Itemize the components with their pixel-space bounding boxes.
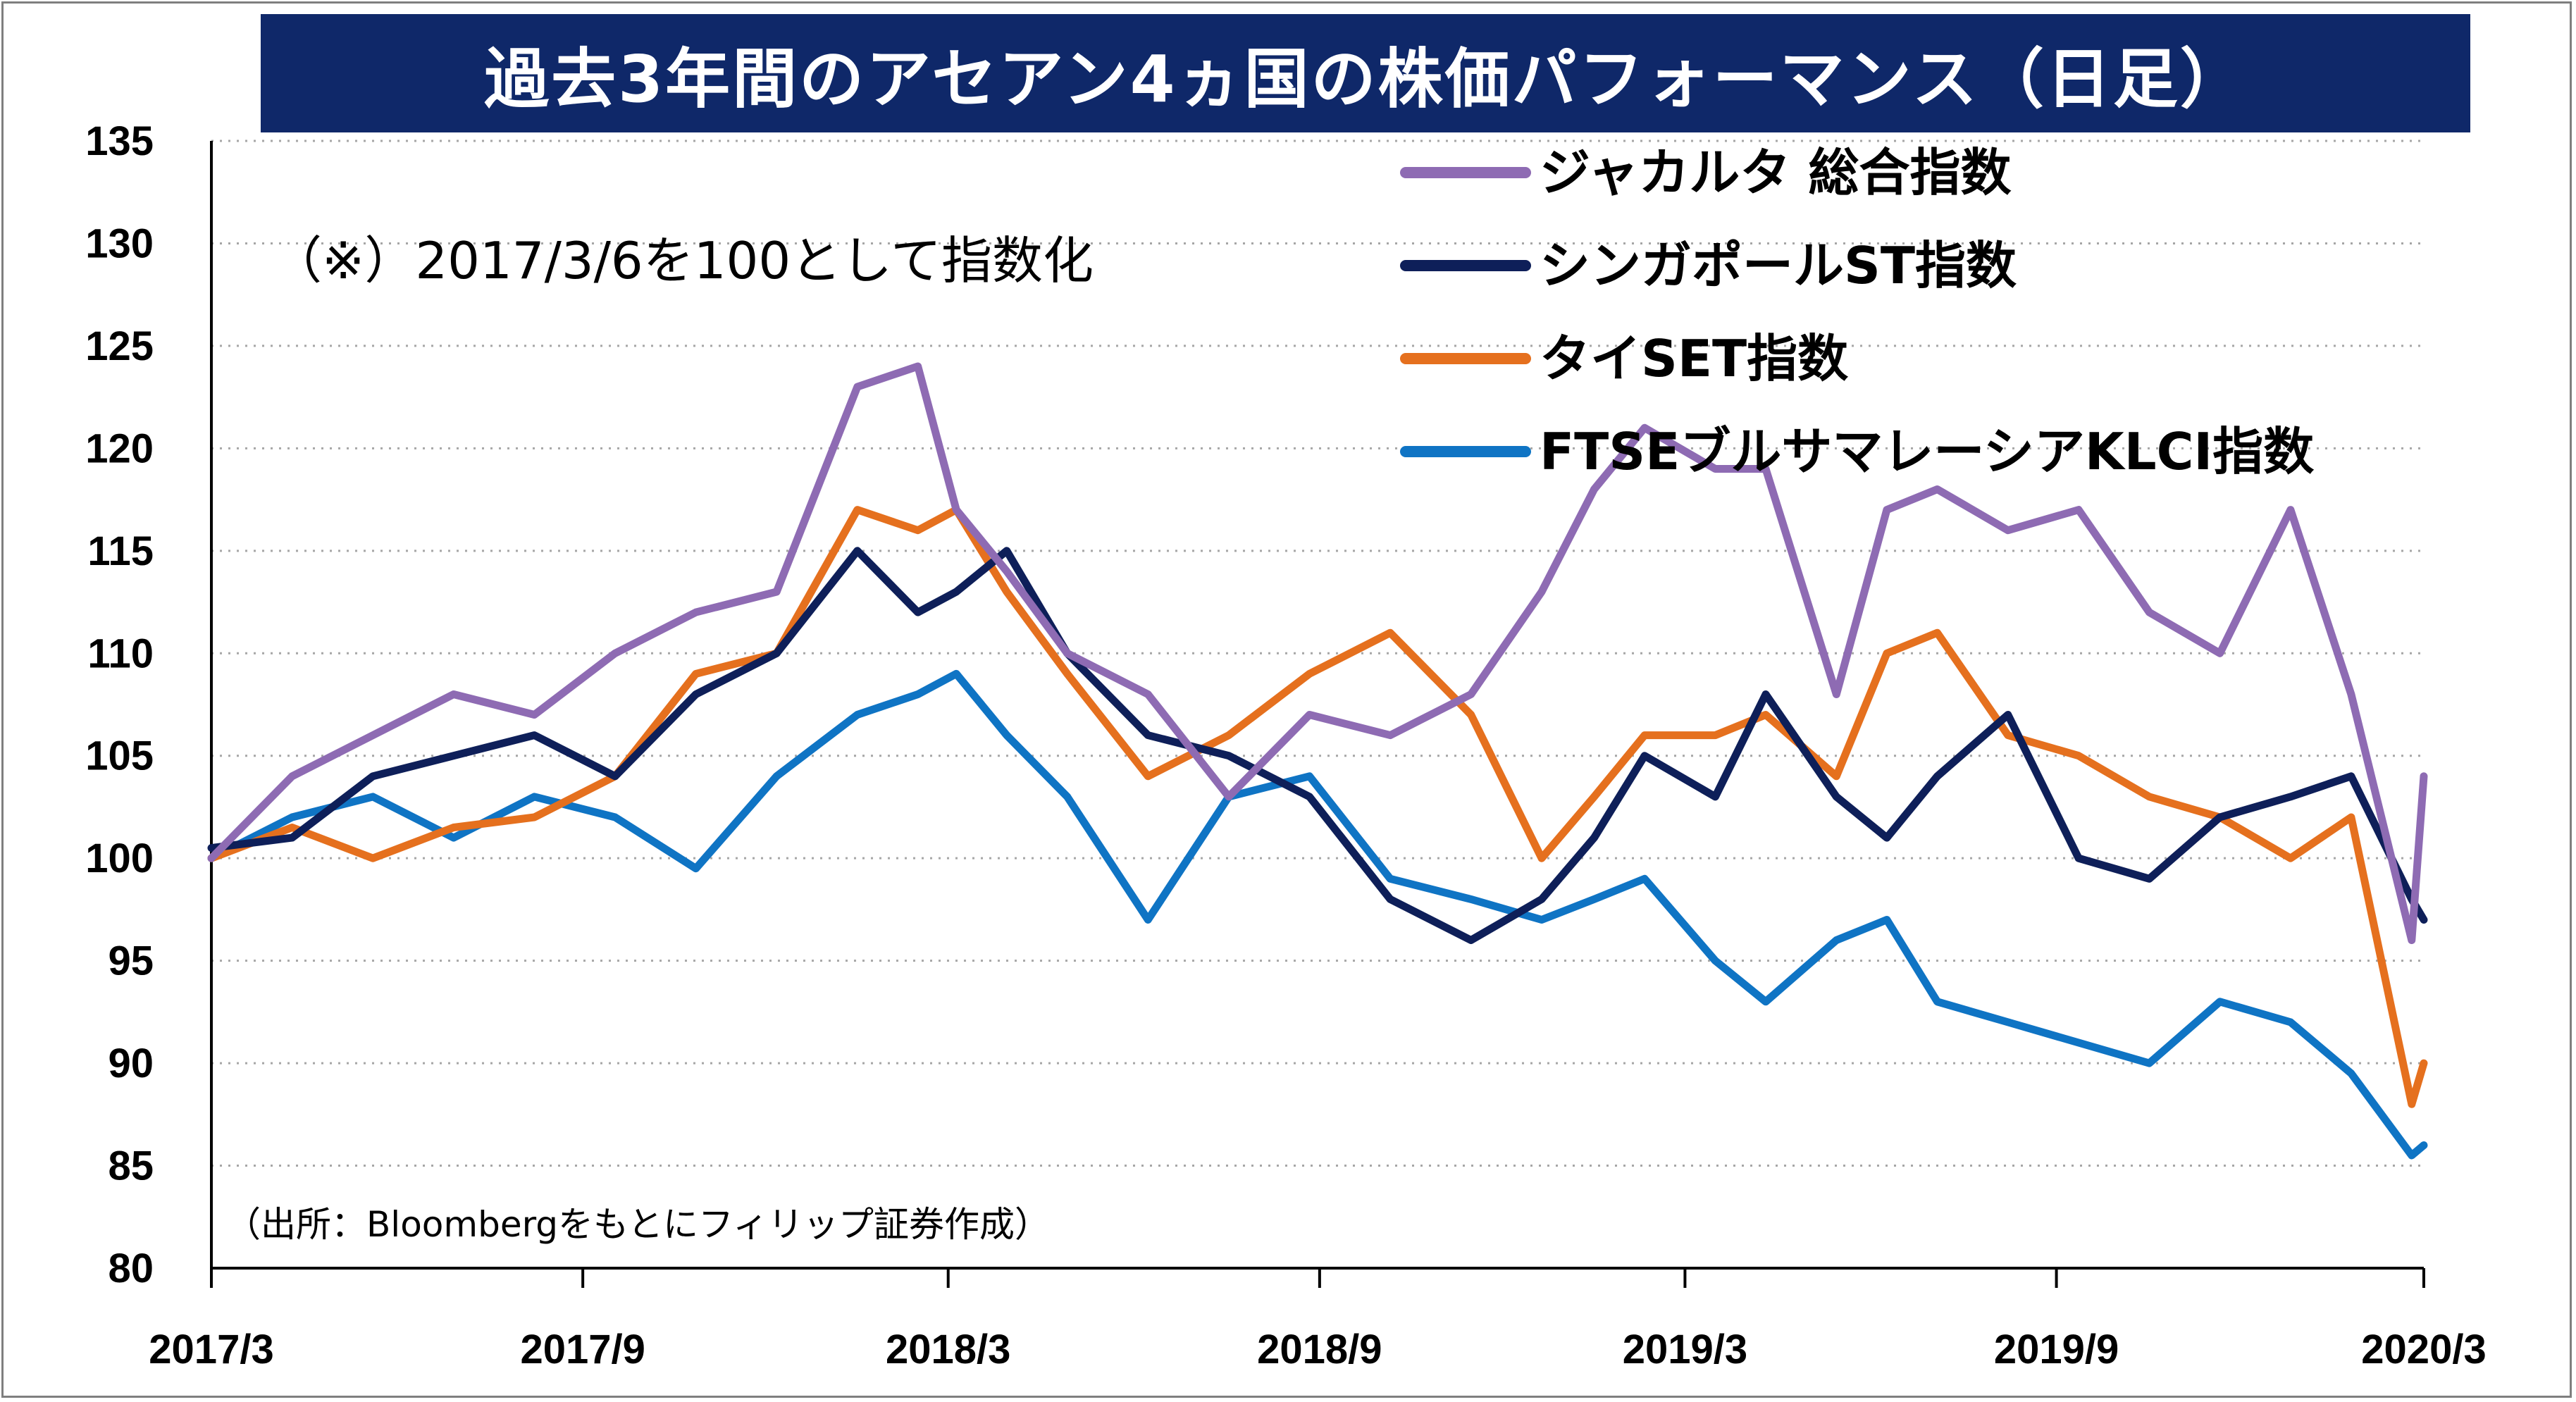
- y-tick-label: 90: [108, 1041, 154, 1086]
- source-note: （出所：Bloombergをもとにフィリップ証券作成）: [225, 1204, 1050, 1245]
- y-tick-label: 95: [108, 938, 154, 984]
- x-tick-label: 2019/9: [1994, 1327, 2119, 1372]
- x-tick-label: 2019/3: [1623, 1327, 1747, 1372]
- x-tick-label: 2018/9: [1257, 1327, 1382, 1372]
- legend-label: シンガポールST指数: [1540, 236, 2017, 295]
- chart-title-banner: 過去3年間のアセアン4ヵ国の株価パフォーマンス（日足）: [261, 14, 2470, 132]
- legend-label: タイSET指数: [1540, 329, 1848, 388]
- series-lines: [207, 362, 2428, 1160]
- y-tick-label: 120: [85, 426, 154, 471]
- x-tick-labels: 2017/3 2017/9 2018/3 2018/9 2019/3 2019/9 2020…: [149, 1327, 2486, 1372]
- series-line: [207, 547, 2428, 944]
- y-tick-label: 105: [85, 733, 154, 779]
- series-line: [207, 669, 2428, 1160]
- y-tick-label: 115: [87, 528, 154, 574]
- y-tick-labels: 80 85 90 95 100 105 110 115 120 125 130 135: [85, 118, 154, 1291]
- y-tick-label: 110: [87, 631, 154, 676]
- series-line: [207, 362, 2428, 944]
- legend-label: FTSEブルサマレーシアKLCI指数: [1540, 422, 2314, 481]
- series-line: [207, 506, 2428, 1108]
- axes: [210, 141, 2425, 1288]
- y-tick-label: 85: [108, 1143, 154, 1189]
- x-tick-label: 2017/3: [149, 1327, 273, 1372]
- y-tick-label: 135: [85, 118, 154, 164]
- y-tick-label: 100: [85, 836, 154, 881]
- y-tick-label: 130: [85, 221, 154, 266]
- chart-title: 過去3年間のアセアン4ヵ国の株価パフォーマンス（日足）: [484, 41, 2247, 117]
- legend-label: ジャカルタ 総合指数: [1540, 143, 2011, 202]
- y-tick-label: 125: [85, 323, 154, 369]
- normalization-note: （※）2017/3/6を100として指数化: [271, 231, 1094, 290]
- y-tick-label: 80: [108, 1246, 154, 1291]
- x-tick-label: 2020/3: [2361, 1327, 2486, 1372]
- x-tick-label: 2018/3: [886, 1327, 1010, 1372]
- gridlines: [211, 139, 2424, 1167]
- x-tick-label: 2017/9: [520, 1327, 645, 1372]
